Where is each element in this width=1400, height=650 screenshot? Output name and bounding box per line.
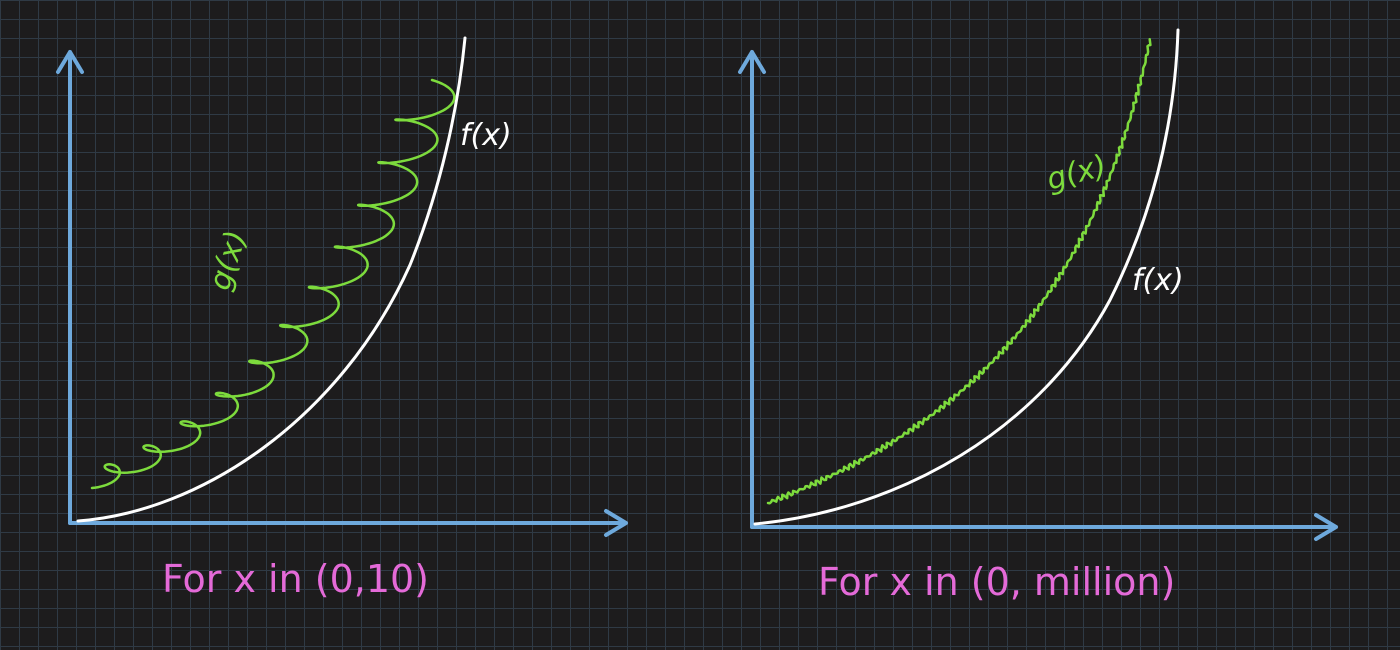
right-g-curve bbox=[768, 39, 1150, 503]
left-f-label: f(x) bbox=[460, 118, 512, 153]
right-f-curve bbox=[755, 30, 1178, 524]
right-f-label: f(x) bbox=[1132, 263, 1184, 298]
right-x-axis bbox=[752, 515, 1336, 539]
left-caption: For x in (0,10) bbox=[162, 557, 429, 601]
left-g-label: g(x) bbox=[202, 226, 254, 294]
left-f-curve bbox=[78, 38, 465, 521]
left-panel: f(x) g(x) For x in (0,10) bbox=[58, 38, 626, 601]
right-y-axis bbox=[740, 52, 764, 527]
left-x-axis bbox=[70, 511, 626, 535]
right-caption: For x in (0, million) bbox=[818, 560, 1175, 604]
left-y-axis bbox=[58, 52, 82, 523]
right-g-label: g(x) bbox=[1043, 148, 1110, 197]
right-panel: f(x) g(x) For x in (0, million) bbox=[740, 30, 1336, 604]
